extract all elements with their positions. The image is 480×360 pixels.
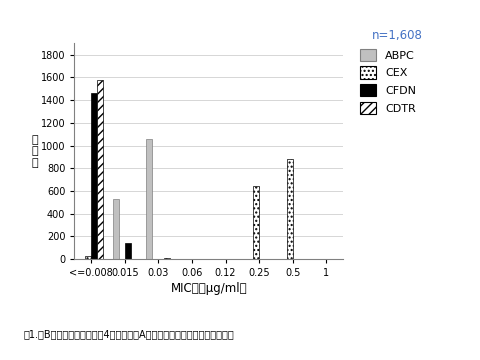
Bar [85,256,91,259]
Bar [165,258,170,259]
X-axis label: MIC値（μg/ml）: MIC値（μg/ml） [170,282,247,296]
Text: 囱1.　B－ラクタム系抗菌蔥4剤に対するA群溶血性レンサ球菌の薬剤感受性: 囱1. B－ラクタム系抗菌蔥4剤に対するA群溶血性レンサ球菌の薬剤感受性 [24,329,235,339]
Bar [253,186,259,259]
Bar [113,199,119,259]
Bar [125,243,131,259]
Legend: ABPC, CEX, CFDN, CDTR: ABPC, CEX, CFDN, CDTR [360,49,416,114]
Text: n=1,608: n=1,608 [372,29,422,42]
Y-axis label: 菌
株
数: 菌 株 数 [32,135,38,168]
Bar [146,139,152,259]
Bar [97,80,103,259]
Bar [91,93,97,259]
Bar [287,159,293,259]
